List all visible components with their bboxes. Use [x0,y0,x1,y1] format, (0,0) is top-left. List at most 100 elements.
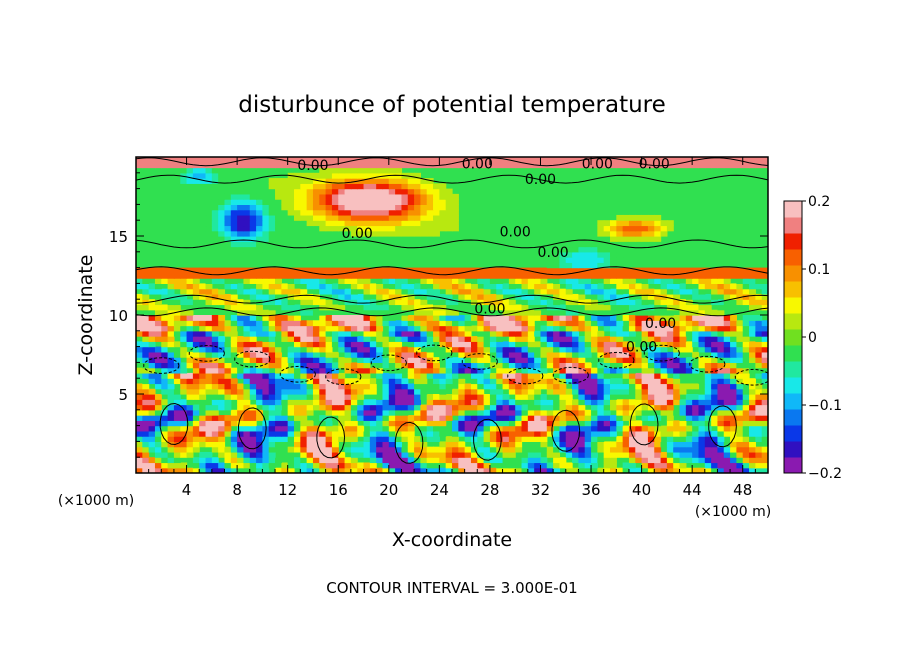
field-cell [698,394,706,400]
field-cell [230,267,238,274]
field-cell [414,394,421,400]
field-cell [173,420,181,427]
field-cell [426,267,434,274]
field-cell [761,299,768,306]
field-cell [363,409,371,416]
field-cell [489,436,497,442]
field-cell [388,167,396,174]
field-cell [755,357,763,363]
field-cell [515,320,523,327]
field-cell [546,320,554,327]
field-cell [199,272,207,279]
field-cell [167,288,175,295]
field-cell [761,462,768,469]
field-cell [584,288,592,295]
field-cell [496,451,504,458]
field-cell [338,178,346,184]
field-cell [268,225,276,232]
field-cell [565,378,573,385]
field-cell [369,214,377,221]
field-cell [382,288,390,295]
field-cell [445,462,453,469]
field-cell [401,425,409,432]
field-cell [294,367,301,374]
field-cell [205,315,213,321]
field-cell [553,283,561,290]
field-cell [534,451,542,458]
field-cell [363,283,371,290]
field-cell [237,283,245,290]
field-cell [167,367,175,374]
field-cell [654,441,662,448]
field-cell [262,309,270,316]
field-cell [515,336,523,342]
field-cell [584,320,592,327]
field-cell [142,362,150,369]
field-cell [603,462,611,469]
field-cell [584,399,592,406]
field-cell [464,330,472,337]
field-cell [736,388,744,395]
field-cell [281,372,289,379]
field-cell [281,341,289,348]
colorbar-tick-label: 0.2 [808,194,830,210]
field-cell [546,409,554,416]
field-cell [350,467,358,473]
field-cell [420,441,428,448]
field-cell [224,415,232,421]
field-cell [464,425,472,432]
field-cell [331,404,339,411]
field-cell [704,404,712,411]
field-cell [641,394,649,400]
field-cell [628,304,636,311]
field-cell [331,162,339,169]
field-cell [249,230,257,237]
field-cell [325,157,333,163]
field-cell [287,209,295,216]
field-cell [572,457,579,464]
field-cell [578,467,586,473]
field-cell [515,430,523,437]
field-cell [395,378,403,385]
field-cell [489,457,497,464]
field-cell [445,157,453,163]
field-cell [483,325,491,332]
field-cell [388,336,396,342]
field-cell [401,193,409,200]
field-cell [730,288,737,295]
field-cell [312,204,320,211]
field-cell [628,420,636,427]
field-cell [319,183,327,190]
field-cell [426,199,434,205]
field-cell [489,394,497,400]
x-tick-label: 24 [430,481,449,499]
field-cell [224,378,232,385]
field-cell [521,430,529,437]
field-cell [211,430,219,437]
x-tick-label: 28 [480,481,499,499]
field-cell [546,378,554,385]
field-cell [679,446,687,453]
field-cell [445,372,453,379]
field-cell [698,157,706,163]
field-cell [711,367,719,374]
field-cell [148,346,156,353]
field-cell [565,157,573,163]
field-cell [761,467,768,473]
field-cell [641,415,649,421]
field-cell [331,283,339,290]
field-cell [237,404,245,411]
field-cell [331,383,339,390]
field-cell [243,372,251,379]
field-cell [218,241,226,248]
field-cell [483,415,491,421]
field-cell [325,188,333,195]
field-cell [426,351,434,358]
field-cell [407,367,415,374]
field-cell [622,430,630,437]
field-cell [426,457,434,464]
field-cell [433,278,440,284]
field-cell [673,304,681,311]
field-cell [319,378,327,385]
field-cell [275,430,282,437]
